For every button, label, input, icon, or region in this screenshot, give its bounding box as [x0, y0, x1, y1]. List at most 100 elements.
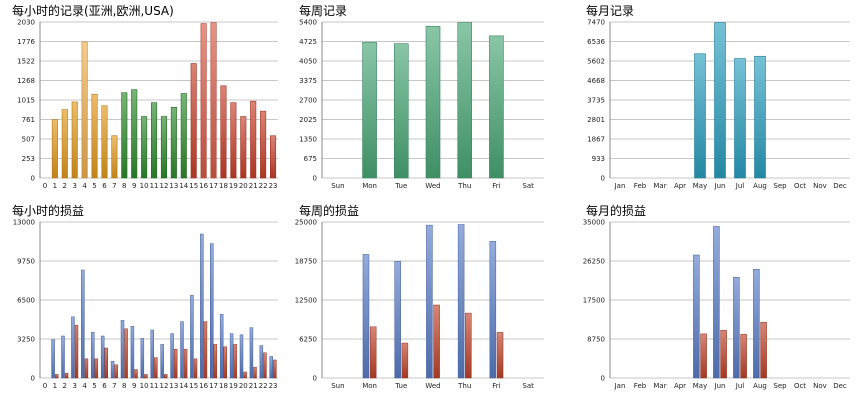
bar: [233, 344, 237, 379]
bar: [183, 348, 188, 379]
x-tick-label: Sat: [522, 382, 534, 390]
y-tick-label: 0: [31, 175, 35, 183]
y-tick-label: 6536: [587, 38, 605, 46]
x-tick-label: Jun: [714, 382, 726, 390]
x-tick-label: Wed: [425, 182, 440, 190]
x-tick-label: 17: [209, 182, 218, 190]
y-tick-label: 1522: [17, 58, 35, 66]
y-tick-label: 2030: [17, 19, 35, 27]
x-tick-label: Aug: [753, 182, 767, 190]
y-tick-label: 18750: [295, 258, 317, 266]
x-tick-label: 22: [259, 382, 268, 390]
x-tick-label: 20: [239, 382, 248, 390]
x-tick-label: Fri: [492, 382, 500, 390]
bar: [700, 333, 707, 379]
bar: [91, 332, 95, 379]
chart-svg: 0 933 1867 2801 3735 4668 5602 6536 7470 Jan Feb Ma…: [587, 19, 850, 190]
bar: [240, 116, 247, 179]
bar: [160, 344, 164, 379]
bar: [71, 101, 78, 179]
chart-svg: 0 675 1350 2025 2700 3375 4050 4725 5400 Sun Mon Tu…: [299, 19, 544, 190]
y-tick-label: 3250: [17, 336, 35, 344]
bar: [190, 63, 197, 179]
y-tick-label: 26250: [583, 258, 605, 266]
x-tick-label: Jun: [714, 182, 726, 190]
x-tick-label: 17: [209, 382, 218, 390]
bar: [84, 358, 89, 379]
bar: [130, 326, 135, 379]
chart-monthly-profit: 0 8750 17500 26250 35000 Jan Feb Mar Apr May Jun Ju…: [574, 200, 860, 400]
bar: [173, 348, 178, 379]
bar: [220, 85, 227, 179]
x-tick-label: 9: [132, 382, 136, 390]
bar: [193, 358, 198, 379]
bar: [394, 261, 401, 379]
bar: [101, 105, 108, 179]
x-tick-label: 12: [159, 382, 168, 390]
bar: [720, 330, 727, 379]
bar: [425, 26, 441, 179]
x-tick-label: Jul: [735, 382, 745, 390]
y-tick-label: 933: [592, 155, 605, 163]
bar: [489, 241, 497, 379]
y-tick-label: 4050: [299, 58, 317, 66]
x-tick-label: 0: [43, 182, 47, 190]
x-tick-label: 23: [269, 382, 278, 390]
y-tick-label: 0: [601, 375, 605, 383]
bar: [753, 268, 760, 379]
y-tick-label: 675: [304, 155, 317, 163]
bar: [249, 327, 254, 379]
y-tick-label: 5400: [299, 19, 317, 27]
bar: [213, 344, 218, 379]
bar: [160, 116, 167, 179]
bar: [740, 334, 747, 379]
bar: [121, 92, 128, 179]
bar: [714, 22, 726, 179]
bar: [114, 364, 118, 379]
bar: [203, 321, 208, 379]
x-tick-label: 19: [229, 182, 238, 190]
x-tick-label: 12: [159, 182, 168, 190]
x-tick-label: Jan: [614, 182, 626, 190]
bar: [100, 335, 105, 379]
chart-svg: 0 8750 17500 26250 35000 Jan Feb Mar Apr May Jun Ju…: [583, 219, 850, 390]
y-tick-label: 5602: [587, 58, 605, 66]
chart-title: 每周记录: [299, 4, 348, 18]
bar: [243, 371, 247, 379]
bar: [694, 53, 706, 179]
y-tick-label: 4725: [299, 38, 317, 46]
bar: [733, 277, 740, 379]
x-tick-label: 8: [122, 382, 126, 390]
x-tick-label: Thu: [457, 182, 471, 190]
bar: [223, 346, 227, 379]
y-tick-label: 6250: [299, 336, 317, 344]
chart-title: 每月的损益: [586, 204, 647, 218]
x-tick-label: Fri: [492, 182, 500, 190]
x-tick-label: Oct: [794, 382, 806, 390]
chart-title: 每小时的记录(亚洲,欧洲,USA): [12, 4, 174, 18]
chart-title: 每周的损益: [299, 204, 360, 218]
bar: [164, 374, 168, 379]
y-tick-label: 761: [22, 116, 35, 124]
y-tick-label: 4668: [587, 77, 605, 85]
bar: [433, 304, 440, 379]
bar: [81, 41, 88, 179]
x-tick-label: 21: [249, 382, 258, 390]
x-tick-label: 2: [63, 382, 67, 390]
chart-weekly-profit: 0 6250 12500 18750 25000 Sun Mon Tue Wed Thu Fri Sa…: [287, 200, 573, 400]
y-tick-label: 2700: [299, 97, 317, 105]
bar: [229, 333, 234, 379]
bar: [180, 93, 187, 179]
y-tick-label: 9750: [17, 258, 35, 266]
y-tick-label: 0: [31, 375, 35, 383]
x-tick-label: Sep: [773, 382, 787, 390]
x-tick-label: 7: [112, 382, 116, 390]
bar: [253, 366, 257, 379]
bar: [51, 119, 58, 179]
bar: [250, 100, 257, 179]
y-tick-label: 253: [22, 155, 35, 163]
y-tick-label: 1867: [587, 136, 605, 144]
bar: [64, 372, 69, 379]
bar: [426, 224, 433, 379]
